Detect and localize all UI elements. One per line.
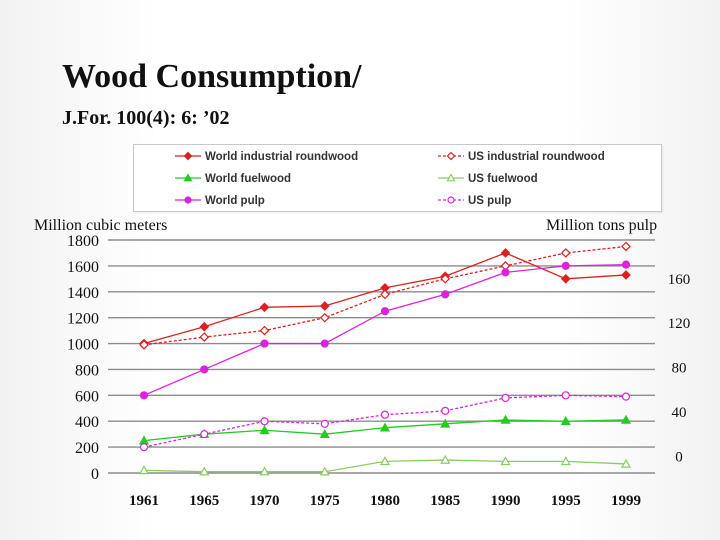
y2-tick-label: 120 (668, 316, 691, 332)
legend-label-us-industrial-roundwood: US industrial roundwood (468, 151, 605, 163)
right-axis-unit-label: Million tons pulp (546, 217, 658, 234)
chart-legend (133, 144, 662, 212)
data-point-us-industrial-roundwood (139, 340, 149, 350)
data-point-us-pulp (501, 393, 510, 403)
data-point-us-industrial-roundwood (319, 312, 330, 323)
data-point-world-pulp (561, 261, 570, 270)
legend-marker-us-industrial-roundwood (446, 151, 456, 161)
data-point-world-pulp (621, 260, 631, 269)
data-point-us-industrial-roundwood (380, 289, 390, 300)
legend-marker-us-pulp (447, 196, 455, 204)
x-tick-label: 1980 (370, 493, 400, 509)
data-point-us-fuelwood (199, 466, 210, 476)
data-point-world-fuelwood (620, 414, 632, 424)
y-tick-label: 400 (75, 414, 99, 431)
data-point-us-fuelwood (379, 456, 391, 466)
data-point-us-pulp (260, 417, 269, 426)
x-tick-label: 1990 (491, 493, 521, 509)
y2-tick-label: 80 (672, 361, 687, 377)
data-point-world-industrial-roundwood (560, 273, 571, 284)
data-point-world-pulp (260, 339, 269, 348)
legend-marker-world-pulp (184, 196, 192, 204)
legend-marker-world-industrial-roundwood (183, 151, 193, 161)
page-title: Wood Consumption/ (62, 58, 362, 95)
x-tick-label: 1985 (430, 493, 460, 509)
x-tick-label: 1975 (310, 493, 340, 509)
data-point-us-fuelwood (440, 454, 451, 464)
data-point-us-industrial-roundwood (560, 248, 571, 258)
data-point-us-fuelwood (500, 456, 511, 466)
data-point-world-industrial-roundwood (500, 248, 511, 258)
data-point-us-fuelwood (620, 458, 632, 468)
x-tick-label: 1995 (551, 493, 581, 509)
data-point-us-pulp (621, 392, 631, 401)
data-point-us-pulp (200, 430, 209, 439)
data-point-world-pulp (320, 339, 329, 348)
x-tick-label: 1965 (189, 493, 219, 509)
x-tick-label: 1970 (250, 493, 280, 509)
series-line-us-pulp (143, 394, 627, 448)
y2-tick-label: 160 (668, 272, 691, 288)
x-tick-label: 1961 (129, 493, 159, 509)
data-point-world-fuelwood (500, 414, 511, 424)
legend-label-us-fuelwood: US fuelwood (468, 173, 538, 185)
legend-label-world-fuelwood: World fuelwood (205, 173, 291, 185)
y-tick-label: 800 (75, 362, 99, 379)
data-point-us-pulp (139, 443, 149, 452)
data-point-world-industrial-roundwood (319, 301, 330, 311)
y-tick-label: 600 (75, 388, 99, 405)
legend-label-world-industrial-roundwood: World industrial roundwood (205, 151, 358, 163)
data-point-us-fuelwood (560, 456, 571, 466)
left-axis-unit-label: Million cubic meters (34, 217, 168, 234)
data-point-world-pulp (139, 391, 149, 400)
y-tick-label: 1000 (67, 337, 99, 354)
y-tick-label: 1800 (67, 233, 99, 250)
legend-marker-us-fuelwood (446, 173, 456, 182)
data-point-world-fuelwood (319, 428, 330, 438)
data-point-world-pulp (441, 290, 450, 299)
y2-tick-label: 0 (675, 449, 683, 465)
data-point-world-industrial-roundwood (259, 302, 270, 313)
y2-tick-label: 40 (672, 405, 687, 421)
data-point-world-fuelwood (379, 422, 391, 432)
data-point-world-industrial-roundwood (199, 321, 210, 332)
legend-marker-world-fuelwood (183, 173, 193, 182)
x-tick-label: 1999 (611, 493, 641, 509)
data-point-world-pulp (380, 307, 390, 316)
page-subtitle: J.For. 100(4): 6: ’02 (62, 107, 230, 129)
data-point-us-fuelwood (259, 466, 270, 476)
y-tick-label: 200 (75, 440, 99, 457)
data-point-us-industrial-roundwood (199, 332, 210, 342)
y-tick-label: 1200 (67, 311, 99, 328)
data-point-us-fuelwood (138, 465, 150, 475)
y-tick-label: 0 (91, 466, 99, 483)
data-point-us-pulp (380, 410, 390, 419)
data-point-world-fuelwood (560, 415, 571, 426)
y-tick-label: 1600 (67, 259, 99, 276)
data-point-us-industrial-roundwood (621, 241, 631, 252)
data-point-us-pulp (441, 406, 450, 415)
data-point-us-industrial-roundwood (440, 273, 451, 284)
data-point-us-fuelwood (319, 466, 330, 476)
data-point-us-industrial-roundwood (259, 325, 270, 336)
data-point-world-pulp (200, 365, 209, 374)
data-point-us-pulp (561, 391, 570, 400)
data-point-world-pulp (501, 268, 510, 277)
data-point-world-fuelwood (440, 418, 451, 428)
data-point-world-industrial-roundwood (621, 270, 631, 280)
data-point-world-fuelwood (259, 425, 270, 435)
legend-label-us-pulp: US pulp (468, 195, 511, 207)
data-point-us-pulp (320, 419, 329, 428)
legend-label-world-pulp: World pulp (205, 195, 265, 207)
y-tick-label: 1400 (67, 285, 99, 302)
